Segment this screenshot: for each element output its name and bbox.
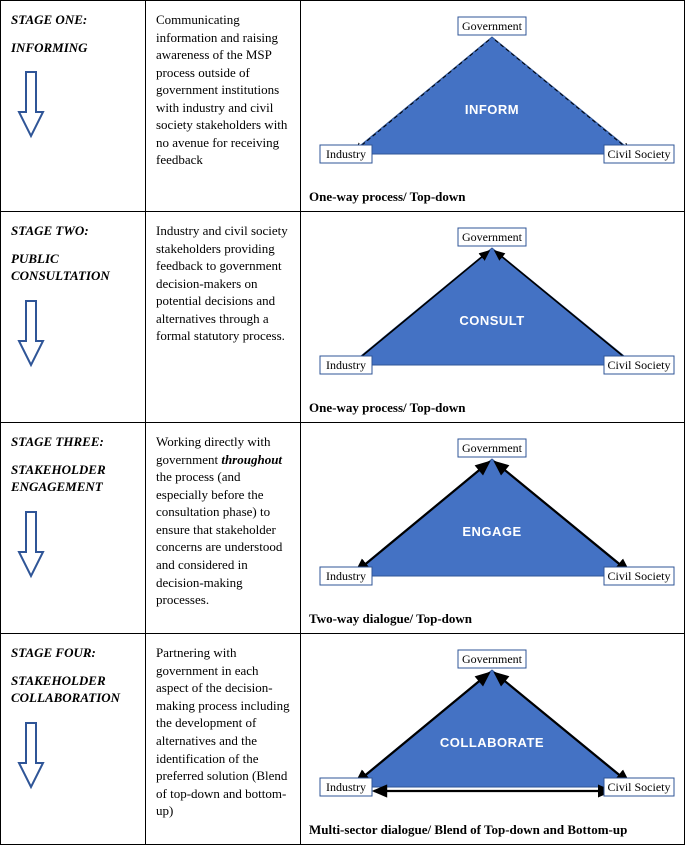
label-civil-society: Civil Society: [604, 778, 674, 796]
label-civil-society: Civil Society: [604, 356, 674, 374]
svg-text:Government: Government: [462, 19, 523, 33]
stage-name: STAKEHOLDER COLLABORATION: [11, 672, 135, 707]
svg-text:Government: Government: [462, 230, 523, 244]
svg-text:Civil Society: Civil Society: [608, 780, 671, 794]
stage-description: Working directly with government through…: [146, 423, 301, 633]
diagram-caption: One-way process/ Top-down: [309, 188, 676, 206]
diagram-caption: Two-way dialogue/ Top-down: [309, 610, 676, 628]
triangle-shape: [350, 248, 635, 365]
triangle-diagram: ENGAGE Government Industry Civil Society: [309, 431, 676, 601]
triangle-center-label: COLLABORATE: [440, 735, 544, 750]
stage-description: Communicating information and raising aw…: [146, 1, 301, 211]
svg-text:Government: Government: [462, 652, 523, 666]
stage-title-cell: STAGE THREE: STAKEHOLDER ENGAGEMENT: [1, 423, 146, 633]
stage-name: PUBLIC CONSULTATION: [11, 250, 135, 285]
label-civil-society: Civil Society: [604, 145, 674, 163]
stage-number: STAGE TWO:: [11, 222, 135, 240]
stage-description: Partnering with government in each aspec…: [146, 634, 301, 844]
svg-text:Civil Society: Civil Society: [608, 569, 671, 583]
stage-row: STAGE TWO: PUBLIC CONSULTATION Industry an…: [1, 212, 684, 423]
svg-text:Civil Society: Civil Society: [608, 358, 671, 372]
triangle-diagram: COLLABORATE Government Industry Civil Socie…: [309, 642, 676, 812]
down-arrow-icon: [17, 70, 45, 140]
label-government: Government: [458, 228, 526, 246]
stage-name: STAKEHOLDER ENGAGEMENT: [11, 461, 135, 496]
stages-table: STAGE ONE: INFORMING Communicating informa…: [0, 0, 685, 845]
stage-diagram-cell: ENGAGE Government Industry Civil Society Two…: [301, 423, 684, 633]
triangle-shape: [350, 670, 635, 787]
triangle-center-label: ENGAGE: [462, 524, 521, 539]
triangle-center-label: INFORM: [465, 102, 519, 117]
stage-title-cell: STAGE TWO: PUBLIC CONSULTATION: [1, 212, 146, 422]
svg-text:Industry: Industry: [326, 147, 366, 161]
label-industry: Industry: [320, 356, 372, 374]
triangle-diagram: INFORM Government Industry Civil Society: [309, 9, 676, 179]
label-civil-society: Civil Society: [604, 567, 674, 585]
stage-diagram-cell: COLLABORATE Government Industry Civil Socie…: [301, 634, 684, 844]
stage-row: STAGE THREE: STAKEHOLDER ENGAGEMENT Workin…: [1, 423, 684, 634]
stage-name: INFORMING: [11, 39, 135, 57]
stage-diagram-cell: INFORM Government Industry Civil Society One…: [301, 1, 684, 211]
stage-number: STAGE ONE:: [11, 11, 135, 29]
svg-text:Industry: Industry: [326, 569, 366, 583]
label-government: Government: [458, 439, 526, 457]
diagram-caption: One-way process/ Top-down: [309, 399, 676, 417]
stage-description: Industry and civil society stakeholders …: [146, 212, 301, 422]
down-arrow-icon: [17, 721, 45, 791]
triangle-shape: [350, 37, 635, 154]
stage-row: STAGE ONE: INFORMING Communicating informa…: [1, 1, 684, 212]
svg-text:Government: Government: [462, 441, 523, 455]
triangle-center-label: CONSULT: [459, 313, 524, 328]
diagram-caption: Multi-sector dialogue/ Blend of Top-down…: [309, 821, 676, 839]
stage-diagram-cell: CONSULT Government Industry Civil Society On…: [301, 212, 684, 422]
stage-number: STAGE FOUR:: [11, 644, 135, 662]
stage-row: STAGE FOUR: STAKEHOLDER COLLABORATION Part…: [1, 634, 684, 844]
label-industry: Industry: [320, 145, 372, 163]
svg-text:Industry: Industry: [326, 358, 366, 372]
label-industry: Industry: [320, 567, 372, 585]
label-government: Government: [458, 650, 526, 668]
triangle-diagram: CONSULT Government Industry Civil Society: [309, 220, 676, 390]
svg-text:Civil Society: Civil Society: [608, 147, 671, 161]
triangle-shape: [350, 459, 635, 576]
stage-title-cell: STAGE ONE: INFORMING: [1, 1, 146, 211]
stage-title-cell: STAGE FOUR: STAKEHOLDER COLLABORATION: [1, 634, 146, 844]
stage-number: STAGE THREE:: [11, 433, 135, 451]
down-arrow-icon: [17, 299, 45, 369]
down-arrow-icon: [17, 510, 45, 580]
svg-text:Industry: Industry: [326, 780, 366, 794]
label-industry: Industry: [320, 778, 372, 796]
label-government: Government: [458, 17, 526, 35]
